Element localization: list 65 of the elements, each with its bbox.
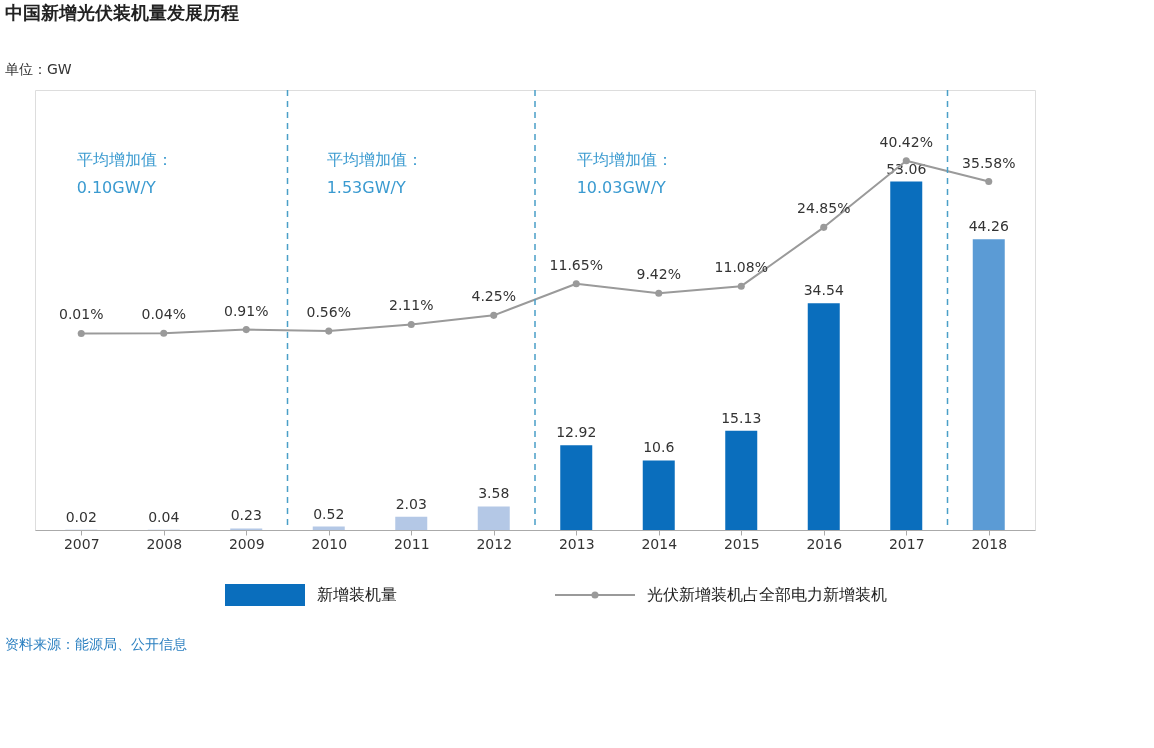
data-label: 0.23 <box>230 507 262 524</box>
data-label: 11.65% <box>549 256 603 273</box>
point <box>655 289 663 297</box>
annotation: 0.10GW/Y <box>76 178 156 197</box>
annotation: 1.53GW/Y <box>326 178 406 197</box>
x-tick-label: 2010 <box>311 535 348 552</box>
data-label: 0.02 <box>65 508 97 525</box>
point <box>407 320 415 329</box>
data-label: 0.56% <box>306 304 351 321</box>
x-tick-label: 2015 <box>723 535 760 552</box>
annotation: 平均增加值： <box>326 150 423 169</box>
bar <box>807 303 840 530</box>
bar <box>890 181 923 530</box>
x-tick-label: 2009 <box>228 535 265 552</box>
x-tick-label: 2012 <box>476 535 513 552</box>
data-label: 0.52 <box>313 505 345 522</box>
data-label: 11.08% <box>714 259 768 276</box>
annotation: 平均增加值： <box>576 150 673 169</box>
data-label: 9.42% <box>636 266 681 283</box>
x-tick-label: 2011 <box>393 535 430 552</box>
data-label: 2.03 <box>395 495 427 512</box>
x-tick-label: 2013 <box>558 535 595 552</box>
data-label: 0.04 <box>148 508 180 525</box>
data-label: 15.13 <box>721 409 762 426</box>
legend-label: 新增装机量 <box>317 585 397 604</box>
data-label: 44.26 <box>968 218 1009 235</box>
annotation: 10.03GW/Y <box>576 178 667 197</box>
x-tick-label: 2007 <box>63 535 100 552</box>
annotation: 平均增加值： <box>76 150 173 169</box>
x-tick-label: 2014 <box>641 535 678 552</box>
data-label: 0.01% <box>59 306 104 323</box>
data-label: 35.58% <box>962 154 1016 171</box>
point <box>820 223 828 231</box>
x-tick-label: 2016 <box>806 535 843 552</box>
point <box>77 329 85 337</box>
bar <box>972 239 1005 530</box>
bar <box>560 445 593 530</box>
data-label: 12.92 <box>556 424 597 441</box>
data-label: 34.54 <box>803 282 844 299</box>
x-tick-label: 2017 <box>888 535 925 552</box>
point <box>737 282 745 290</box>
text: 资料来源：能源局、公开信息 <box>5 636 187 652</box>
point <box>490 311 498 319</box>
point <box>160 329 168 337</box>
data-label: 24.85% <box>797 200 851 217</box>
data-label: 0.04% <box>141 306 186 323</box>
legend-label: 光伏新增装机占全部电力新增装机 <box>647 585 887 604</box>
data-label: 0.91% <box>224 302 269 319</box>
chart-title: 中国新增光伏装机量发展历程 <box>5 2 239 23</box>
data-label: 2.11% <box>389 297 434 314</box>
bar <box>477 506 510 530</box>
point <box>242 326 250 334</box>
text: 单位：GW <box>5 61 72 77</box>
data-label: 40.42% <box>879 133 933 150</box>
bar <box>642 460 675 530</box>
data-label: 4.25% <box>471 288 516 305</box>
x-tick-label: 2008 <box>146 535 183 552</box>
bar <box>725 430 758 530</box>
data-label: 3.58 <box>478 485 510 502</box>
point <box>572 280 580 288</box>
data-label: 10.6 <box>643 439 675 456</box>
x-tick-label: 2018 <box>971 535 1008 552</box>
point <box>325 327 333 335</box>
bar <box>395 516 428 530</box>
point <box>985 177 993 186</box>
